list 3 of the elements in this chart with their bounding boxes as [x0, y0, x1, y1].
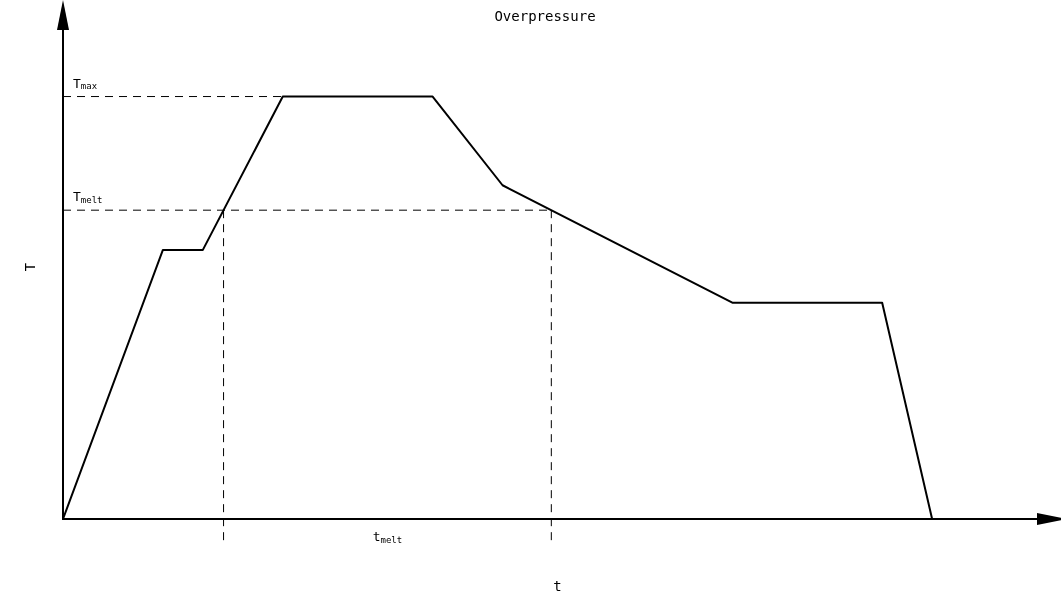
y-axis-title: T: [22, 262, 38, 272]
chart-title: Overpressure: [494, 8, 596, 24]
x-axis-title: t: [553, 578, 562, 594]
